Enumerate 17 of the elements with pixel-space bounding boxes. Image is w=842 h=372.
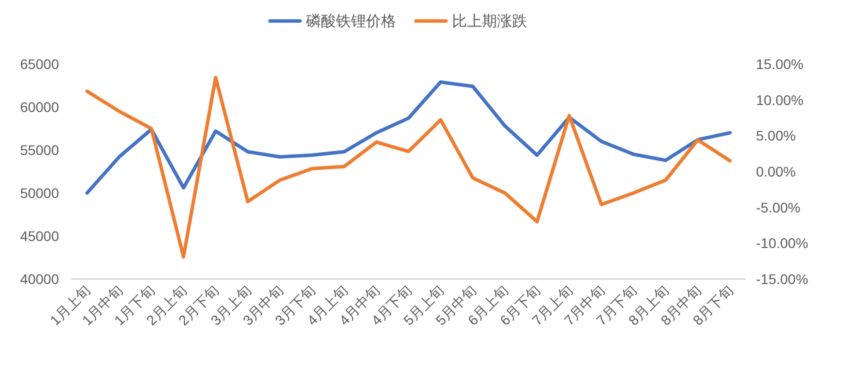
line-series [85, 76, 732, 259]
legend-label: 磷酸铁锂价格 [305, 13, 396, 30]
line-series [85, 80, 732, 195]
y-tick-label: 60000 [20, 99, 60, 115]
y2-tick-label: 5.00% [756, 128, 796, 144]
legend-label: 比上期涨跌 [452, 13, 527, 30]
y-tick-label: 50000 [20, 185, 60, 201]
y2-tick-label: 0.00% [756, 164, 796, 180]
y-tick-label: 65000 [20, 56, 60, 72]
y-tick-label: 45000 [20, 228, 60, 244]
y2-tick-label: -10.00% [756, 235, 808, 252]
y2-tick-label: 10.00% [756, 92, 804, 108]
y-tick-label: 55000 [20, 142, 60, 158]
y2-tick-label: -15.00% [756, 271, 808, 287]
y2-tick-label: -5.00% [756, 199, 800, 216]
y2-tick-label: 15.00% [756, 56, 804, 72]
y-tick-label: 40000 [20, 271, 60, 287]
